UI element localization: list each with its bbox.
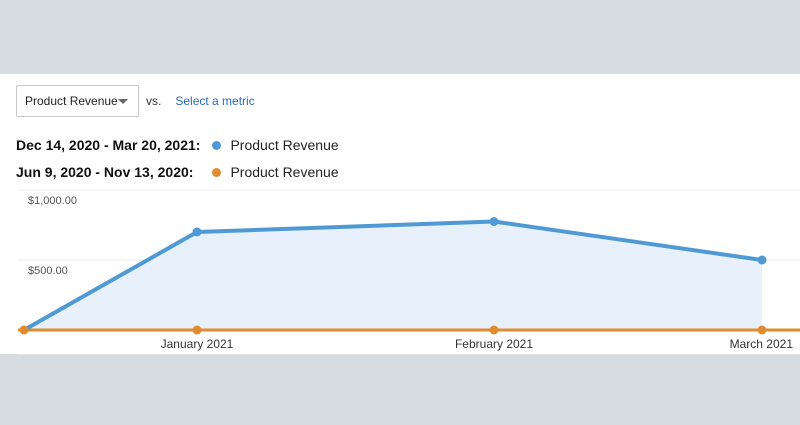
x-axis-labels: January 2021 February 2021 March 2021 xyxy=(161,337,794,351)
line-chart: $1,000.00 $500.00 January 2021 February 20… xyxy=(18,189,800,351)
metric-select[interactable]: Product Revenue xyxy=(16,85,139,117)
chevron-down-icon xyxy=(118,98,128,104)
y-tick-label: $1,000.00 xyxy=(28,195,77,207)
vs-label: vs. xyxy=(146,94,162,108)
legend-name: Product Revenue xyxy=(230,164,339,180)
x-tick-label: February 2021 xyxy=(455,337,533,351)
legend-range: Jun 9, 2020 - Nov 13, 2020: xyxy=(16,164,194,180)
legend-item-previous: Jun 9, 2020 - Nov 13, 2020: Product Reve… xyxy=(16,162,339,182)
y-tick-label: $500.00 xyxy=(28,265,68,277)
x-tick-label: January 2021 xyxy=(161,337,234,351)
chart-points xyxy=(19,217,767,335)
series-dot-icon xyxy=(212,140,222,150)
metric-controls: Product Revenue vs. Select a metric xyxy=(16,84,255,118)
legend-range: Dec 14, 2020 - Mar 20, 2021: xyxy=(16,137,201,153)
data-point-current xyxy=(489,217,499,226)
data-point-previous xyxy=(489,325,499,335)
chart-panel: Product Revenue vs. Select a metric Dec … xyxy=(0,74,800,355)
chart-area xyxy=(24,221,762,330)
metric-select-label: Product Revenue xyxy=(25,94,118,108)
legend-name: Product Revenue xyxy=(230,137,339,153)
data-point-current xyxy=(192,227,202,237)
data-point-previous xyxy=(757,325,767,335)
legend-item-current: Dec 14, 2020 - Mar 20, 2021: Product Rev… xyxy=(16,135,339,155)
chart-bottom-rule xyxy=(18,354,800,355)
data-point-previous xyxy=(19,325,29,335)
data-point-current xyxy=(757,255,767,265)
select-metric-link[interactable]: Select a metric xyxy=(175,94,255,108)
data-point-previous xyxy=(192,325,202,335)
x-tick-label: March 2021 xyxy=(730,337,794,351)
series-dot-icon xyxy=(212,167,222,177)
series-area xyxy=(24,221,762,330)
y-axis-labels: $1,000.00 $500.00 xyxy=(28,195,77,277)
series-line-current xyxy=(23,219,763,332)
chart-lines xyxy=(18,219,800,332)
